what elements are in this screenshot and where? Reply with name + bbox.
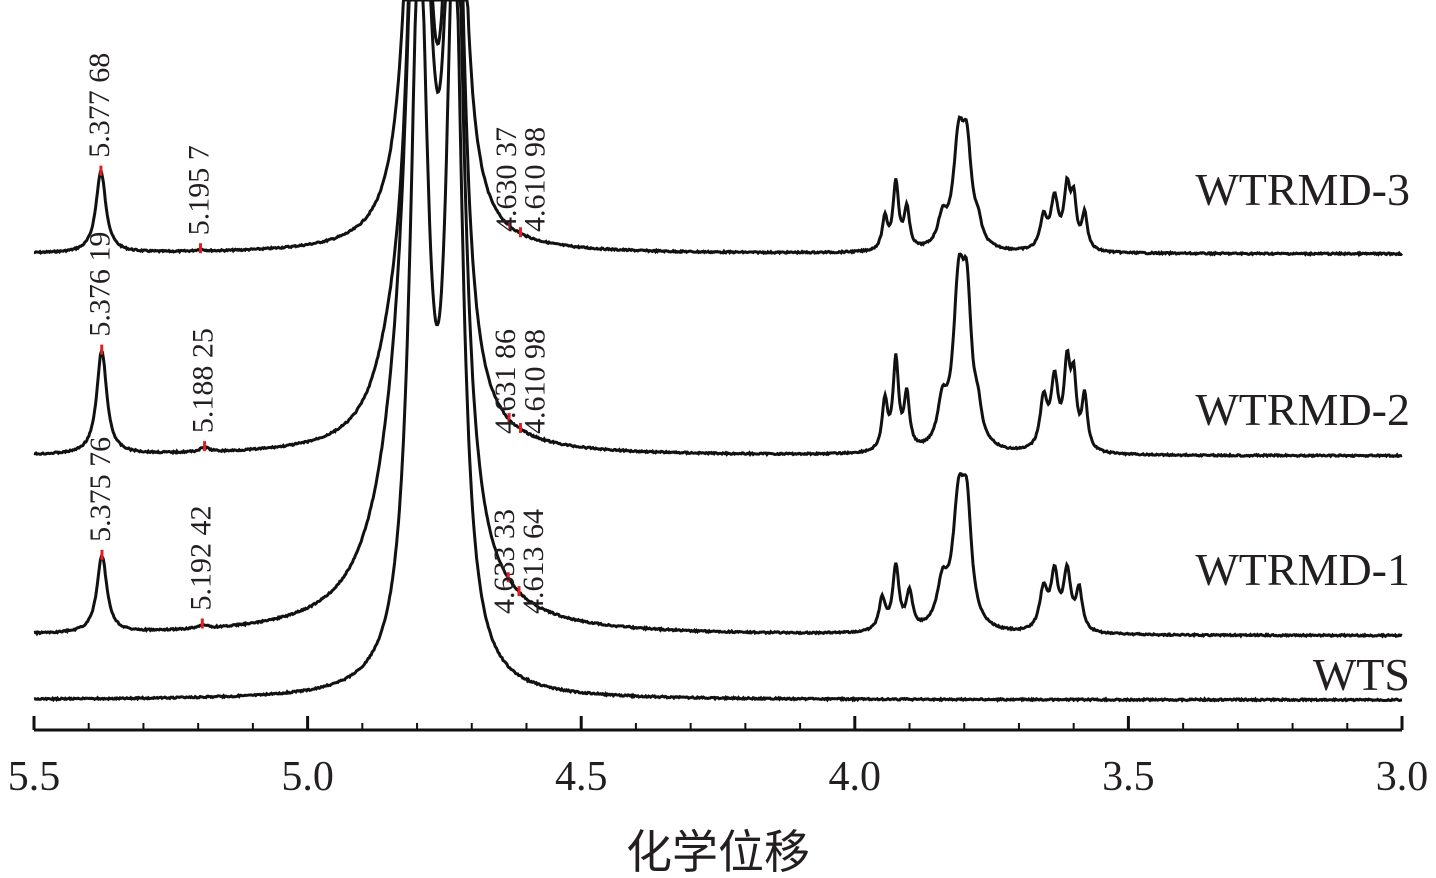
- x-tick-label: 3.0: [1376, 754, 1429, 800]
- peak-label: 4.610 98: [519, 127, 552, 232]
- spectrum-traces: [33, 0, 1404, 703]
- series-labels: WTRMD-3 WTRMD-2 WTRMD-1 WTS: [1195, 164, 1410, 700]
- peak-label: 5.192 42: [184, 506, 217, 611]
- peak-label: 4.610 98: [519, 329, 552, 434]
- x-axis: 5.5 5.0 4.5 4.0 3.5 3.0: [8, 716, 1429, 800]
- series-label-wts: WTS: [1313, 649, 1410, 700]
- peak-label: 5.377 68: [83, 53, 116, 158]
- peak-label: 4.630 37: [490, 127, 523, 232]
- x-tick-label: 4.5: [555, 754, 608, 800]
- peak-markers: [99, 165, 522, 629]
- peak-label: 4.633 33: [488, 509, 521, 614]
- series-line-wtrmd-3: [33, 0, 1404, 258]
- peak-labels: 5.377 685.195 7 4.630 374.610 985.376 195…: [83, 53, 552, 614]
- peak-label: 4.631 86: [489, 329, 522, 434]
- peak-label: 4.613 64: [517, 509, 550, 614]
- peak-label: 5.195 7: [183, 145, 216, 235]
- peak-label: 5.188 25: [187, 328, 220, 433]
- series-label-wtrmd-1: WTRMD-1: [1195, 544, 1410, 595]
- series-line-wtrmd-1: [33, 0, 1403, 639]
- peak-label: 5.375 76: [84, 437, 117, 542]
- x-tick-label: 5.5: [8, 754, 61, 800]
- series-line-wts: [33, 0, 1403, 703]
- x-axis-title: 化学位移: [626, 825, 810, 878]
- x-tick-label: 5.0: [281, 754, 334, 800]
- peak-label: 5.376 19: [84, 232, 117, 337]
- series-label-wtrmd-3: WTRMD-3: [1195, 164, 1410, 215]
- x-tick-label: 4.0: [829, 754, 882, 800]
- series-label-wtrmd-2: WTRMD-2: [1195, 384, 1410, 435]
- x-tick-label: 3.5: [1102, 754, 1155, 800]
- series-line-wtrmd-2: [33, 0, 1403, 459]
